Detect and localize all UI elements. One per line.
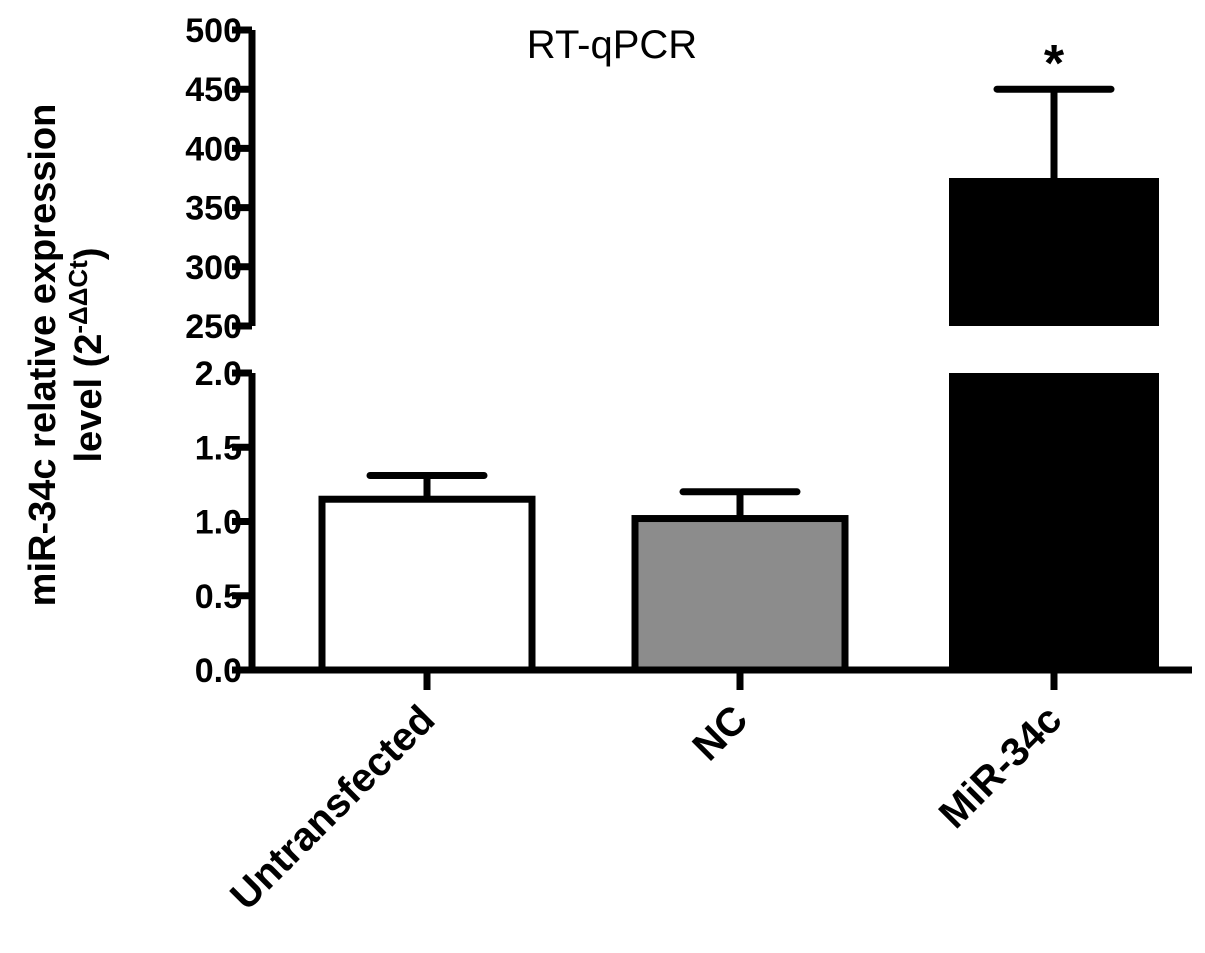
y-axis-label-line2: level (2-ΔΔCt) — [63, 248, 110, 463]
y-tick-label-upper-1: 300 — [185, 249, 242, 287]
y-tick-label-upper-5: 500 — [185, 12, 242, 50]
y-axis-label-close: ) — [68, 248, 110, 261]
y-tick-label-lower-2: 1.0 — [195, 504, 242, 542]
y-axis-label-main: level (2 — [68, 334, 110, 463]
y-tick-label-upper-3: 400 — [185, 130, 242, 168]
significance-marker-2: * — [1044, 35, 1065, 93]
y-axis-label: miR-34c relative expression level (2-ΔΔC… — [22, 104, 110, 607]
chart-title: RT-qPCR — [527, 23, 697, 67]
bar-2-lower — [949, 373, 1159, 670]
y-tick-label-upper-2: 350 — [185, 190, 242, 228]
x-tick-label-1: NC — [684, 697, 756, 769]
y-tick-label-upper-0: 250 — [185, 308, 242, 346]
y-axis-label-line1: miR-34c relative expression — [22, 104, 64, 607]
y-axis-label-superscript: -ΔΔCt — [63, 260, 93, 334]
y-tick-label-lower-3: 1.5 — [195, 429, 242, 467]
bar-0 — [318, 495, 536, 674]
bar-1 — [631, 515, 849, 674]
y-tick-label-lower-1: 0.5 — [195, 578, 242, 616]
y-tick-label-lower-4: 2.0 — [195, 355, 242, 393]
y-tick-label-upper-4: 450 — [185, 71, 242, 109]
y-tick-label-lower-0: 0.0 — [195, 652, 242, 690]
x-tick-label-0: Untransfected — [222, 697, 443, 918]
x-tick-label-2: MiR-34c — [931, 697, 1071, 837]
bar-2-upper — [949, 178, 1159, 326]
